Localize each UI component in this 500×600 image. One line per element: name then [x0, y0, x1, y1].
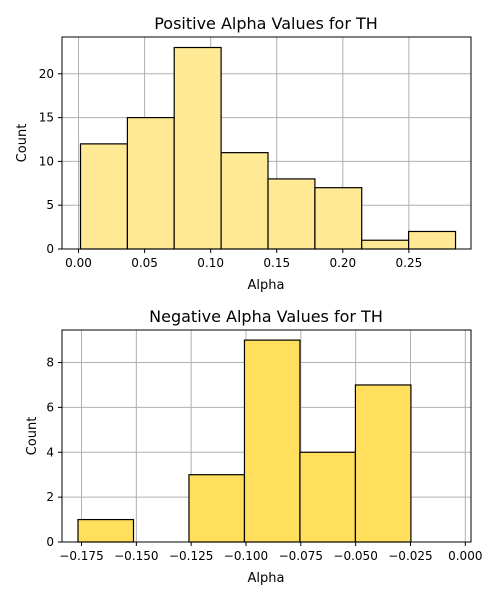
axes-frame — [61, 36, 472, 250]
histogram-bar — [243, 339, 301, 543]
axes: 0.00 0.05 0.10 0.15 0.20 0.25 0 5 10 15 20 — [39, 36, 472, 270]
y-axis-label: Count — [15, 124, 30, 163]
bars — [79, 46, 457, 250]
x-tick-label: 0.10 — [197, 256, 224, 270]
y-tick-label: 2 — [46, 490, 54, 504]
histogram-bar — [314, 187, 363, 250]
x-tick-label: −0.175 — [59, 549, 103, 563]
x-tick-label: 0.00 — [65, 256, 92, 270]
positive-alpha-histogram: Positive Alpha Values for TH Alpha Count… — [15, 14, 472, 293]
x-tick-label: 0.20 — [329, 256, 356, 270]
x-axis-label: Alpha — [248, 278, 285, 293]
x-tick-label: 0.000 — [448, 549, 482, 563]
y-tick-label: 8 — [46, 356, 54, 370]
histogram-bar — [354, 384, 412, 543]
chart-title: Negative Alpha Values for TH — [149, 307, 383, 326]
histogram-bar — [188, 474, 246, 543]
axes-frame — [61, 329, 472, 543]
histogram-bar — [408, 230, 457, 250]
y-tick-label: 6 — [46, 400, 54, 414]
x-axis-label: Alpha — [248, 571, 285, 586]
x-tick-label: 0.05 — [131, 256, 158, 270]
histogram-bar — [77, 518, 135, 543]
histogram-bar — [361, 239, 410, 250]
y-tick-label: 0 — [46, 535, 54, 549]
y-tick-label: 15 — [39, 111, 54, 125]
x-tick-label: −0.125 — [169, 549, 213, 563]
histogram-bar — [173, 46, 222, 250]
y-tick-label: 10 — [39, 154, 54, 168]
axes: −0.175 −0.150 −0.125 −0.100 −0.075 −0.050 −0.0… — [46, 329, 482, 563]
x-tick-label: 0.15 — [263, 256, 290, 270]
y-tick-label: 4 — [46, 445, 54, 459]
histogram-bar — [126, 116, 175, 250]
y-tick-label: 0 — [46, 242, 54, 256]
x-tick-label: 0.25 — [396, 256, 423, 270]
bars — [77, 339, 412, 543]
y-axis-label: Count — [25, 417, 40, 456]
x-tick-label: −0.150 — [114, 549, 158, 563]
negative-alpha-histogram: Negative Alpha Values for TH Alpha Count… — [25, 307, 482, 586]
x-tick-label: −0.075 — [279, 549, 323, 563]
histogram-bar — [299, 451, 357, 543]
chart-title: Positive Alpha Values for TH — [154, 14, 378, 33]
x-tick-label: −0.025 — [388, 549, 432, 563]
histogram-bar — [267, 178, 316, 250]
x-tick-label: −0.050 — [333, 549, 377, 563]
y-tick-label: 20 — [39, 67, 54, 81]
histogram-bar — [79, 143, 129, 250]
y-tick-label: 5 — [46, 198, 54, 212]
histogram-bar — [220, 152, 269, 250]
x-tick-label: −0.100 — [224, 549, 268, 563]
